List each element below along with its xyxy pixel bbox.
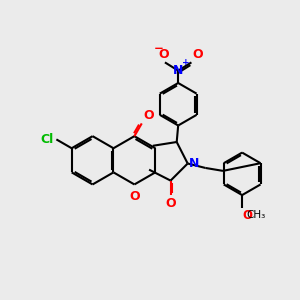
Text: N: N [173,64,183,77]
Text: Cl: Cl [41,133,54,146]
Text: O: O [243,209,253,222]
Text: O: O [165,197,176,210]
Text: O: O [143,109,154,122]
Text: −: − [154,42,164,55]
Text: O: O [158,48,169,61]
Text: O: O [193,48,203,61]
Text: O: O [129,190,140,203]
Text: +: + [182,58,190,67]
Text: CH₃: CH₃ [247,210,266,220]
Text: N: N [189,157,199,170]
